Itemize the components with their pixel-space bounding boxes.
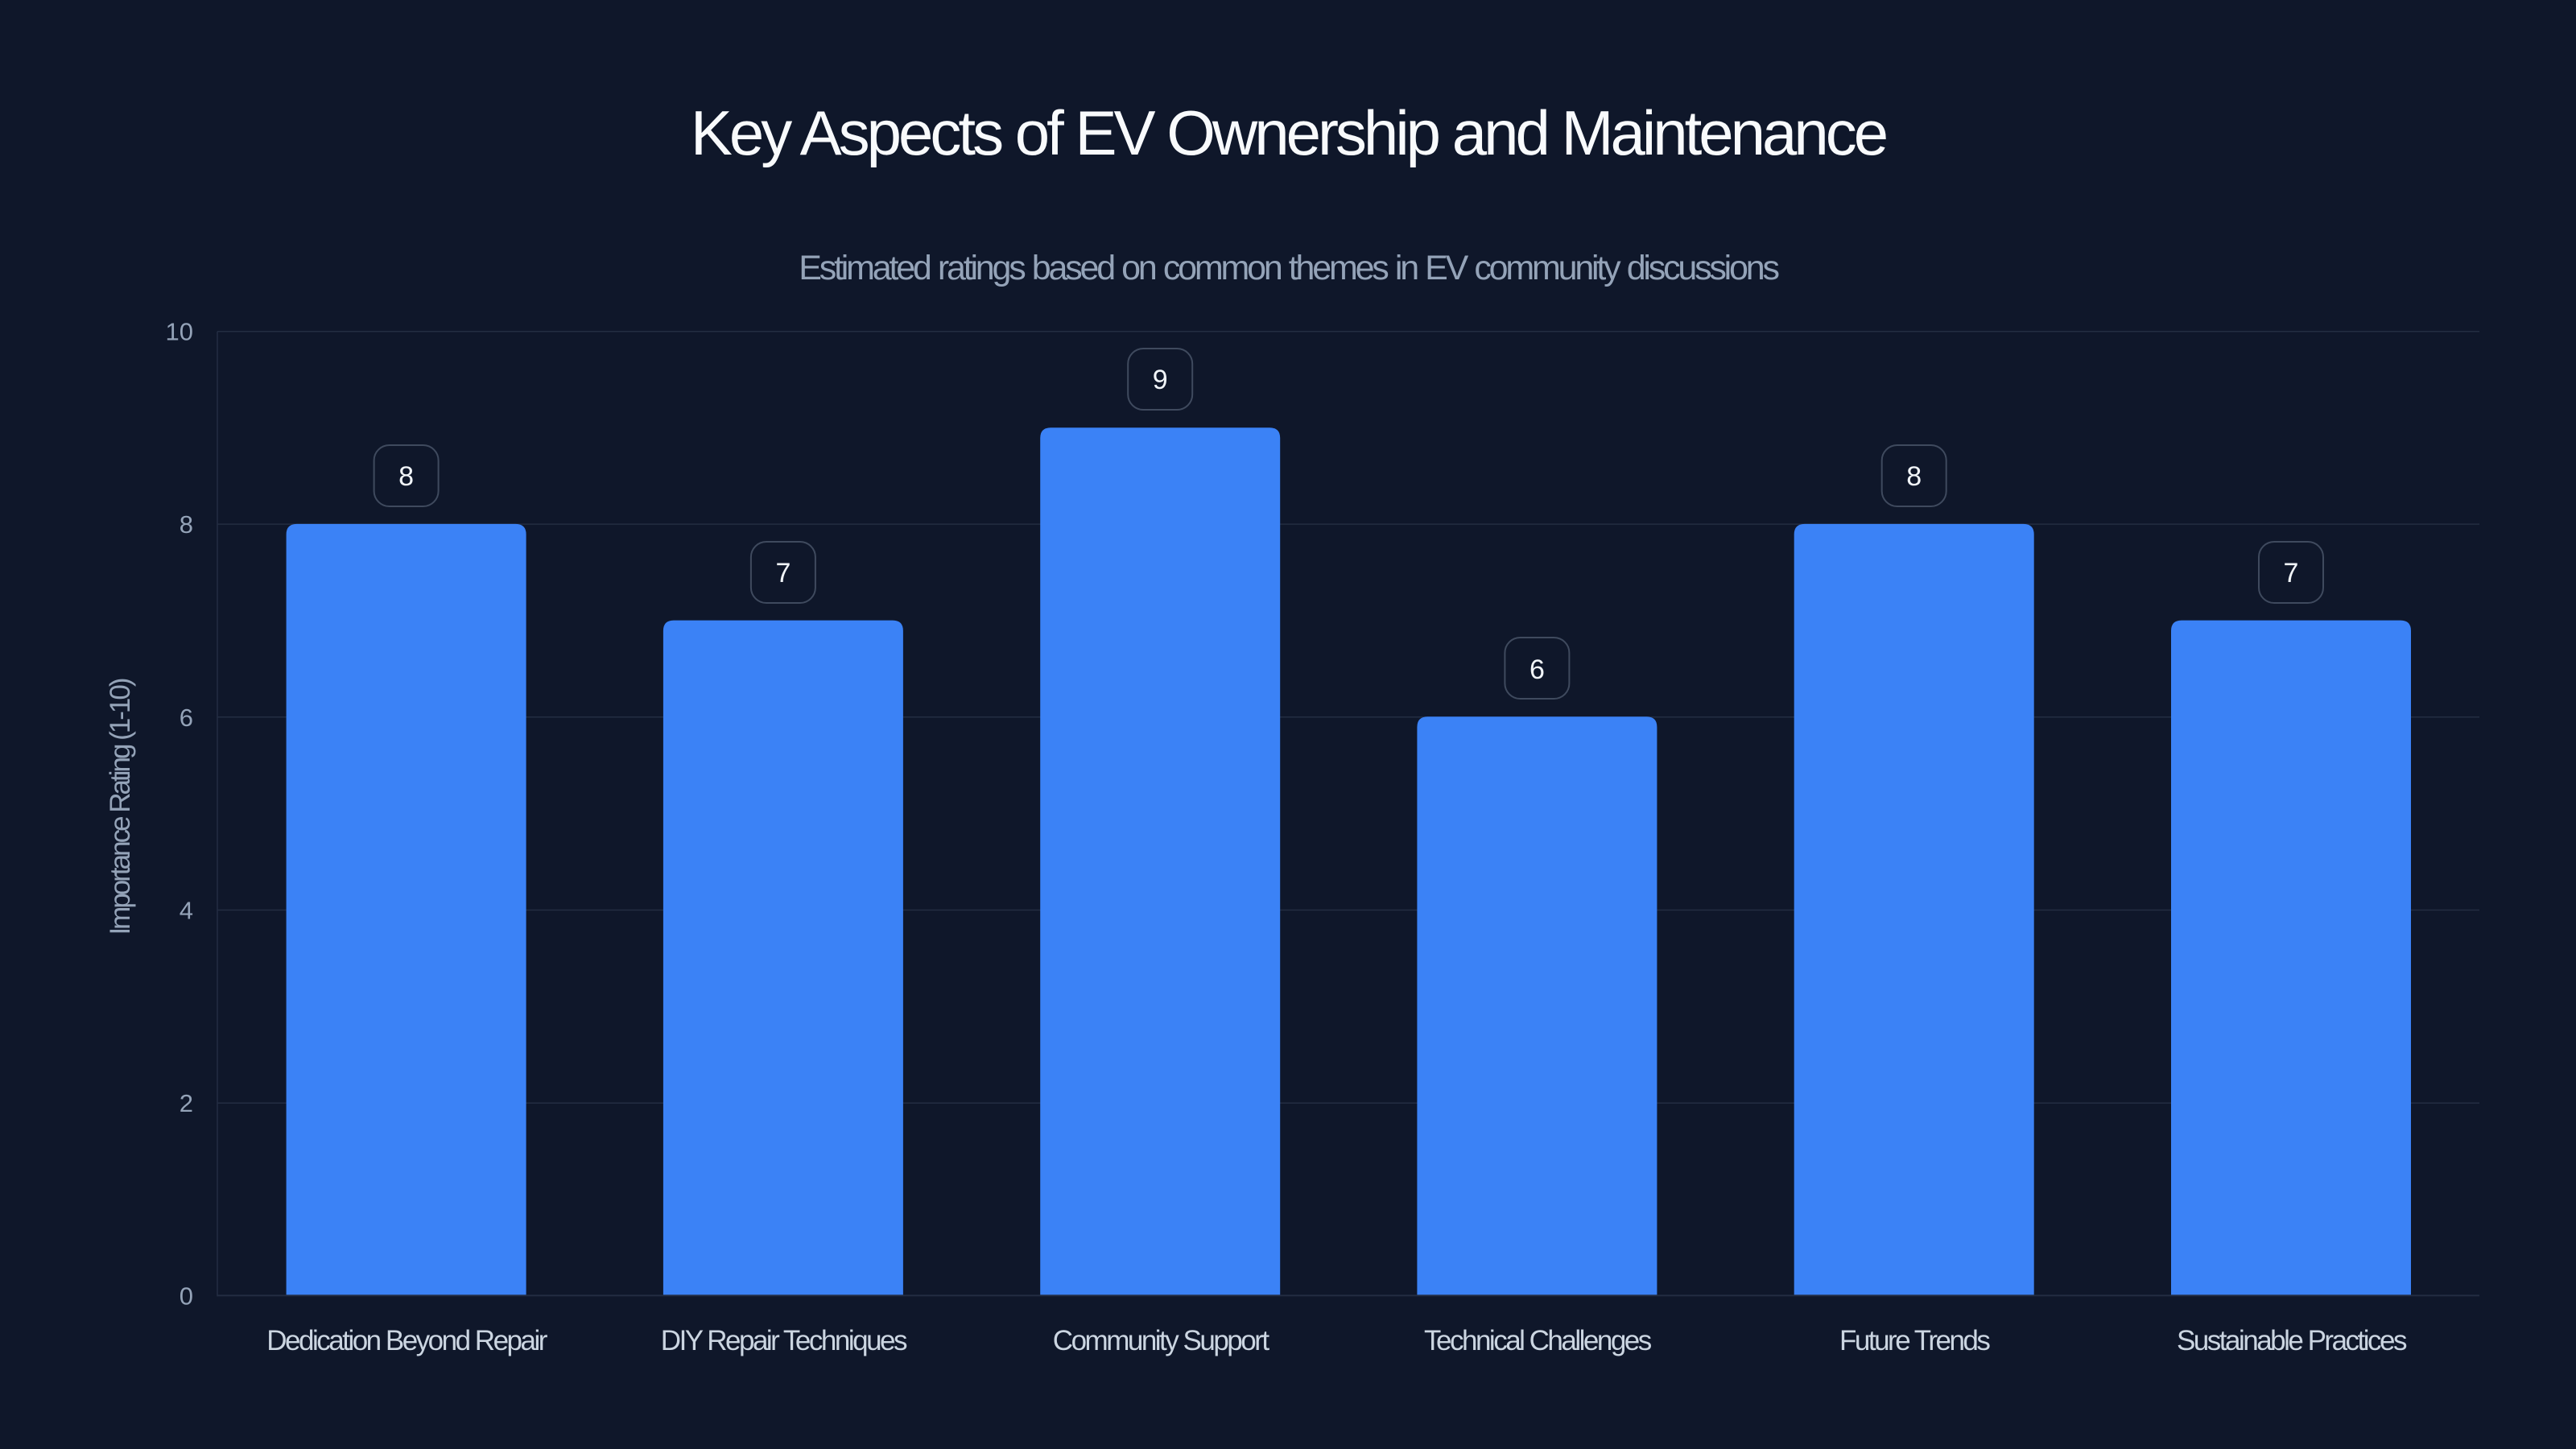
svg-text:4: 4	[180, 897, 193, 925]
svg-text:Technical Challenges: Technical Challenges	[1424, 1325, 1652, 1356]
svg-text:Estimated ratings based on com: Estimated ratings based on common themes…	[799, 249, 1778, 287]
svg-text:6: 6	[180, 704, 193, 732]
svg-text:Future Trends: Future Trends	[1839, 1325, 1990, 1356]
svg-text:Key Aspects of EV Ownership an: Key Aspects of EV Ownership and Maintena…	[691, 97, 1886, 168]
svg-text:2: 2	[180, 1089, 193, 1117]
svg-text:8: 8	[398, 461, 414, 492]
svg-text:6: 6	[1530, 654, 1545, 685]
svg-text:Dedication Beyond Repair: Dedication Beyond Repair	[266, 1325, 547, 1356]
svg-text:0: 0	[180, 1282, 193, 1310]
svg-text:Sustainable Practices: Sustainable Practices	[2177, 1325, 2407, 1356]
svg-text:Importance Rating (1-10): Importance Rating (1-10)	[105, 679, 136, 935]
svg-text:Community Support: Community Support	[1053, 1325, 1270, 1356]
svg-text:8: 8	[1906, 461, 1922, 492]
svg-text:7: 7	[2284, 558, 2299, 588]
svg-text:DIY Repair Techniques: DIY Repair Techniques	[661, 1325, 907, 1356]
svg-text:8: 8	[180, 510, 193, 539]
svg-text:9: 9	[1153, 365, 1168, 395]
svg-text:7: 7	[775, 558, 791, 588]
svg-text:10: 10	[166, 318, 193, 346]
